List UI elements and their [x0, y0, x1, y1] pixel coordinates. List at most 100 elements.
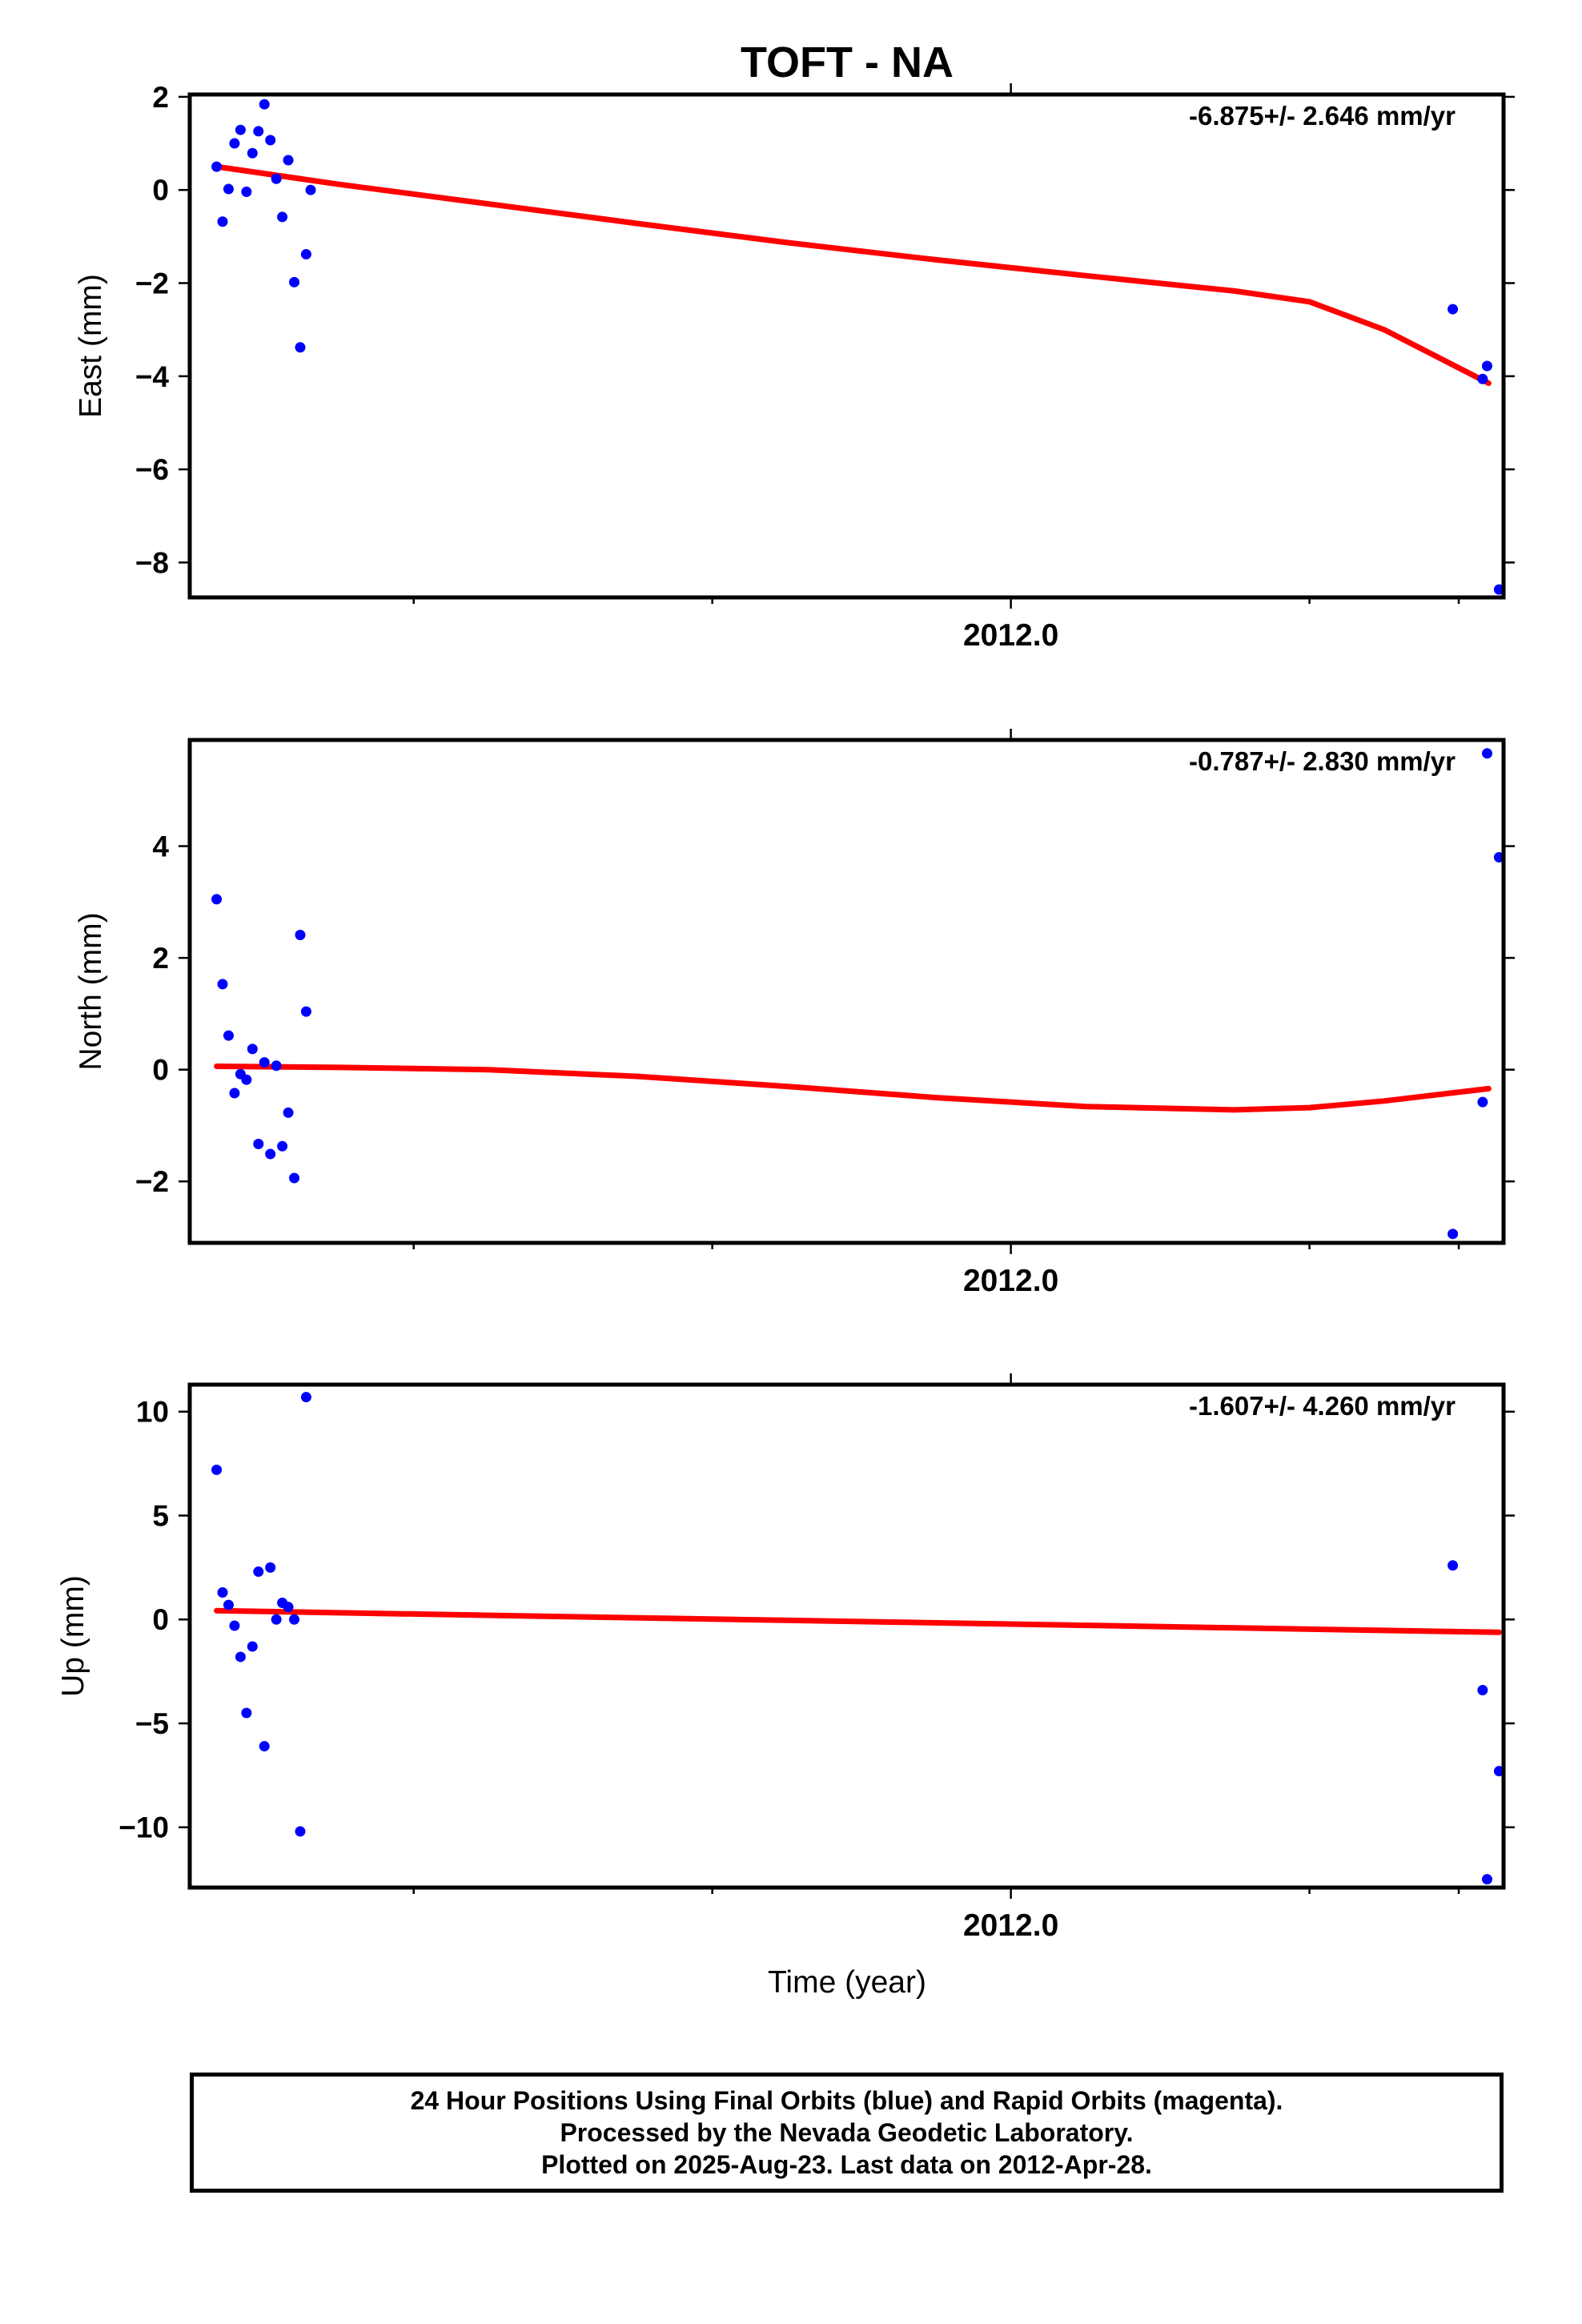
north-data-point — [223, 1030, 234, 1041]
up-data-point — [217, 1587, 228, 1598]
north-data-point — [217, 979, 228, 990]
north-data-point — [300, 1006, 311, 1017]
north-plot-frame — [187, 738, 1506, 1245]
east-data-point — [283, 155, 294, 166]
north-data-point — [283, 1107, 294, 1118]
up-data-point — [1493, 1766, 1504, 1777]
footer-line-2: Processed by the Nevada Geodetic Laborat… — [560, 2118, 1134, 2147]
footer-line-3: Plotted on 2025-Aug-23. Last data on 201… — [541, 2150, 1152, 2179]
east-data-point — [229, 138, 240, 149]
up-data-point — [1481, 1874, 1492, 1885]
up-data-point — [265, 1562, 276, 1573]
east-data-point — [241, 187, 252, 198]
up-data-point — [211, 1464, 223, 1475]
x-axis-label: Time (year) — [768, 1965, 926, 2000]
up-data-point — [1447, 1560, 1459, 1571]
east-data-point — [300, 248, 311, 259]
east-ytick-label: 2 — [152, 81, 169, 114]
up-fit-line — [214, 1607, 1502, 1635]
east-plot-frame — [187, 92, 1506, 600]
up-data-point — [1477, 1684, 1488, 1695]
east-data-point — [247, 147, 258, 159]
east-data-point — [259, 99, 270, 110]
up-data-layer — [211, 1392, 1504, 1885]
east-data-point — [1481, 360, 1492, 372]
up-data-point — [223, 1599, 234, 1610]
north-data-point — [271, 1060, 282, 1072]
north-ytick-label: 0 — [152, 1054, 169, 1087]
up-data-point — [235, 1651, 246, 1663]
north-ytick-label: 4 — [152, 830, 169, 863]
up-data-point — [241, 1707, 252, 1719]
footer-line-1: 24 Hour Positions Using Final Orbits (bl… — [410, 2086, 1283, 2115]
north-data-point — [1477, 1096, 1488, 1108]
north-ytick-label: 2 — [152, 942, 169, 975]
up-ytick-label: 5 — [152, 1499, 169, 1532]
north-data-point — [265, 1148, 276, 1160]
north-data-point — [1481, 748, 1492, 759]
east-ytick-label: −2 — [135, 267, 169, 300]
north-data-point — [253, 1138, 264, 1149]
north-data-point — [295, 930, 306, 941]
north-data-layer — [211, 748, 1504, 1240]
east-ytick-label: −4 — [135, 360, 170, 393]
east-data-point — [211, 161, 223, 172]
up-panel: 10 5 0 −5 −10 2012.0 Up (mm) -1.607+/- 4.260 mm… — [56, 1373, 1515, 1943]
up-xtick-label: 2012.0 — [963, 1908, 1058, 1943]
east-data-point — [277, 211, 288, 223]
east-ytick-label: 0 — [152, 174, 169, 207]
up-ytick-label: 0 — [152, 1603, 169, 1636]
chart-title: TOFT - NA — [741, 38, 954, 86]
footer-box: 24 Hour Positions Using Final Orbits (bl… — [190, 2073, 1504, 2193]
north-fit-line — [214, 1063, 1492, 1113]
north-panel: 4 2 0 −2 2012.0 North (mm) -0.787+/- 2.830 mm/… — [74, 729, 1515, 1298]
north-y-axis-label: North (mm) — [74, 912, 108, 1070]
east-ytick-label: −6 — [135, 453, 169, 486]
north-data-point — [1493, 852, 1504, 863]
east-data-point — [217, 216, 228, 227]
east-data-layer — [211, 99, 1504, 595]
up-plot-frame — [187, 1382, 1506, 1890]
up-data-point — [283, 1602, 294, 1613]
east-panel: 2 0 −2 −4 −6 −8 2012.0 East (mm) -6.875+/- 2.646… — [74, 81, 1515, 653]
east-data-point — [305, 184, 316, 195]
up-data-point — [247, 1641, 258, 1652]
up-data-point — [253, 1566, 264, 1578]
up-data-point — [289, 1614, 300, 1625]
north-data-point — [229, 1088, 240, 1099]
up-rate-label: -1.607+/- 4.260 mm/yr — [1189, 1391, 1456, 1421]
east-rate-label: -6.875+/- 2.646 mm/yr — [1189, 101, 1456, 131]
up-ytick-label: 10 — [136, 1396, 169, 1429]
up-data-point — [295, 1826, 306, 1837]
north-ytick-label: −2 — [135, 1165, 169, 1198]
east-data-point — [253, 126, 264, 137]
east-y-axis-label: East (mm) — [74, 274, 108, 418]
north-data-point — [241, 1074, 252, 1085]
east-data-point — [223, 183, 234, 195]
east-data-point — [295, 342, 306, 353]
east-data-point — [1477, 373, 1488, 384]
north-rate-label: -0.787+/- 2.830 mm/yr — [1189, 746, 1456, 776]
up-data-point — [259, 1741, 270, 1752]
north-data-point — [211, 894, 223, 905]
up-data-point — [271, 1614, 282, 1625]
east-data-point — [289, 276, 300, 287]
up-data-point — [300, 1392, 311, 1403]
north-xtick-label: 2012.0 — [963, 1264, 1058, 1298]
up-y-axis-label: Up (mm) — [56, 1575, 90, 1697]
east-data-point — [1447, 304, 1459, 315]
up-data-point — [229, 1620, 240, 1631]
east-ytick-label: −8 — [135, 546, 169, 579]
up-ytick-label: −10 — [118, 1811, 169, 1844]
east-data-point — [265, 135, 276, 146]
up-ytick-label: −5 — [135, 1707, 169, 1740]
east-data-point — [1493, 584, 1504, 595]
east-data-point — [235, 124, 246, 135]
north-data-point — [277, 1140, 288, 1152]
east-xtick-label: 2012.0 — [963, 618, 1058, 653]
east-data-point — [271, 173, 282, 184]
north-data-point — [1447, 1228, 1459, 1240]
north-data-point — [247, 1043, 258, 1055]
east-fit-line — [214, 163, 1492, 386]
